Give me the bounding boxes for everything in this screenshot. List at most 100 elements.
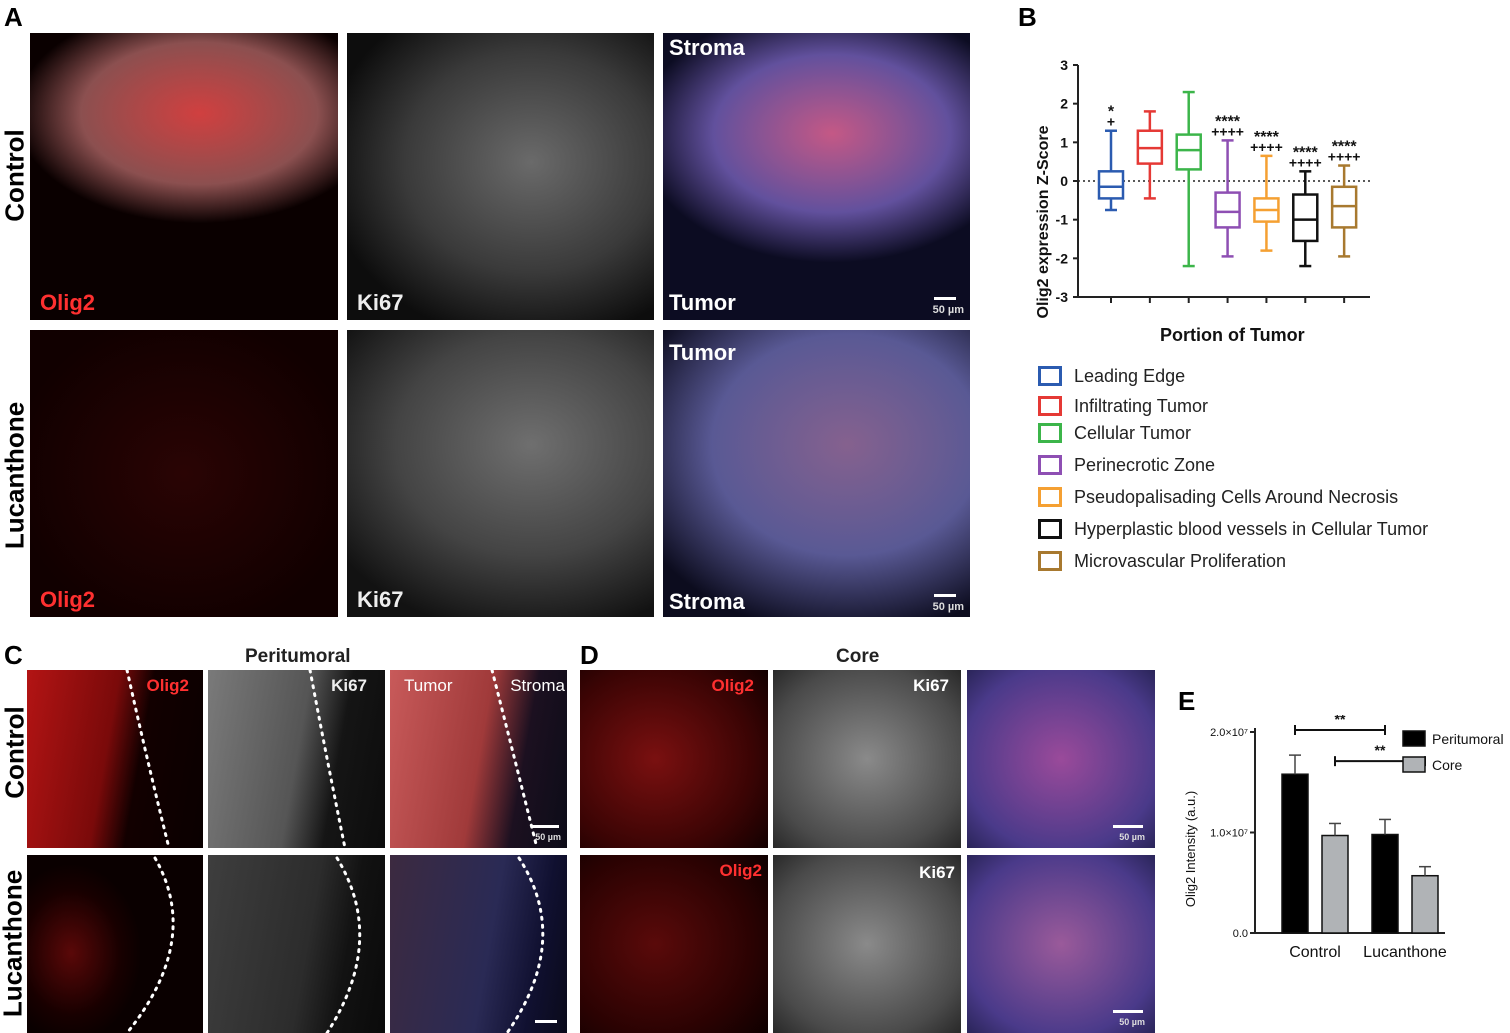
channel-label-olig2: Olig2 <box>719 861 762 880</box>
legend-swatch <box>1038 455 1062 475</box>
legend-label: Core <box>1432 757 1463 773</box>
y-tick-label: -3 <box>1056 289 1069 305</box>
channel-label-olig2: Olig2 <box>711 676 754 695</box>
boundary-lines-c <box>125 670 545 1033</box>
legend-swatch <box>1038 423 1062 443</box>
micrograph-c-lucanthone-olig2 <box>27 855 203 1033</box>
legend-label: Perinecrotic Zone <box>1074 454 1216 475</box>
region-label-tumor: Tumor <box>669 290 736 315</box>
y-tick-label: 0 <box>1060 173 1068 189</box>
panel-letter-e: E <box>1178 686 1196 716</box>
channel-label-ki67: Ki67 <box>357 290 404 315</box>
box-iqr <box>1175 133 1202 171</box>
legend-swatch <box>1038 487 1062 507</box>
scale-bar <box>1113 825 1143 828</box>
panel-letter-d: D <box>580 640 599 670</box>
bar <box>1371 833 1399 934</box>
channel-label-ki67: Ki67 <box>919 863 955 882</box>
legend-label: Pseudopalisading Cells Around Necrosis <box>1074 486 1399 507</box>
significance-label: ** <box>1375 742 1386 758</box>
row-label-lucanthone-a: Lucanthone <box>0 401 30 550</box>
channel-label-ki67: Ki67 <box>913 676 949 695</box>
legend-label: Microvascular Proliferation <box>1074 550 1287 571</box>
legend-item: Infiltrating Tumor <box>1038 395 1208 417</box>
micrograph-c-lucanthone-merge <box>390 855 567 1033</box>
scale-label: 50 µm <box>932 304 964 316</box>
x-category-label: Control <box>1289 944 1341 961</box>
region-label-stroma: Stroma <box>669 589 745 614</box>
significance-annotation: ++++ <box>1211 123 1244 139</box>
channel-label-ki67: Ki67 <box>331 676 367 695</box>
significance-annotation: ++++ <box>1250 139 1283 155</box>
y-tick-label: -2 <box>1056 250 1069 266</box>
y-tick-label: 0.0 <box>1233 928 1248 940</box>
row-label-control-a: Control <box>0 129 30 222</box>
significance-annotation: + <box>1107 114 1115 130</box>
legend-swatch <box>1038 519 1062 539</box>
region-label-tumor: Tumor <box>404 676 453 695</box>
region-label-stroma: Stroma <box>510 676 565 695</box>
section-title-core: Core <box>836 646 880 667</box>
micrograph-a-control-olig2: Olig2 <box>30 33 338 320</box>
legend-label: Cellular Tumor <box>1074 422 1192 443</box>
legend-swatch <box>1402 756 1426 773</box>
scale-bar <box>531 825 559 828</box>
bar <box>1411 874 1439 934</box>
micrograph-d-control-olig2: Olig2 <box>580 670 768 848</box>
legend-label: Infiltrating Tumor <box>1074 395 1209 416</box>
scale-label: 50 µm <box>932 601 964 613</box>
channel-label-olig2: Olig2 <box>146 676 189 695</box>
box-iqr <box>1097 170 1125 200</box>
channel-label-olig2: Olig2 <box>40 290 96 315</box>
significance-annotation: * <box>1108 104 1115 121</box>
region-label-tumor: Tumor <box>669 340 736 365</box>
row-label-lucanthone-c: Lucanthone <box>0 869 28 1018</box>
significance-annotation: ++++ <box>1328 149 1361 165</box>
micrograph-d-lucanthone-merge: 50 µm <box>967 855 1155 1033</box>
micrograph-a-lucanthone-merge: Tumor Stroma 50 µm <box>663 330 970 617</box>
y-tick-label: 2 <box>1060 96 1068 112</box>
scale-bar <box>934 594 956 597</box>
micrograph-d-control-merge: 50 µm <box>967 670 1155 848</box>
significance-annotation: **** <box>1293 144 1319 161</box>
y-tick-label: 1.0×10⁷ <box>1210 828 1248 840</box>
micrograph-a-control-merge: Stroma Tumor 50 µm <box>663 33 970 320</box>
x-category-label: Lucanthone <box>1363 944 1447 961</box>
channel-label-ki67: Ki67 <box>357 587 404 612</box>
micrograph-d-lucanthone-ki67: Ki67 <box>773 855 961 1033</box>
micrograph-a-lucanthone-olig2: Olig2 <box>30 330 338 617</box>
significance-annotation: ++++ <box>1289 154 1322 170</box>
scale-label: 50 µm <box>1119 1017 1145 1027</box>
significance-annotation: **** <box>1254 129 1280 146</box>
micrograph-d-control-ki67: Ki67 <box>773 670 961 848</box>
legend-item: Pseudopalisading Cells Around Necrosis <box>1038 486 1398 508</box>
y-axis-label: Olig2 Intensity (a.u.) <box>1183 791 1198 907</box>
box-iqr <box>1292 193 1319 243</box>
legend-item: Microvascular Proliferation <box>1038 550 1286 572</box>
micrograph-d-lucanthone-olig2: Olig2 <box>580 855 768 1033</box>
legend-label: Peritumoral <box>1432 731 1504 747</box>
bar <box>1281 773 1309 934</box>
legend-swatch <box>1402 730 1426 747</box>
legend-label: Hyperplastic blood vessels in Cellular T… <box>1074 518 1429 539</box>
micrograph-c-control-olig2: Olig2 <box>27 670 203 848</box>
region-label-stroma: Stroma <box>669 35 745 60</box>
scale-bar <box>1113 1010 1143 1013</box>
significance-label: ** <box>1335 715 1346 727</box>
scale-label: 50 µm <box>1119 832 1145 842</box>
legend-item: Cellular Tumor <box>1038 422 1191 444</box>
panel-letter-a: A <box>4 2 23 32</box>
panel-letter-b: B <box>1018 2 1037 32</box>
y-tick-label: 3 <box>1060 57 1068 73</box>
legend-item: Perinecrotic Zone <box>1038 454 1215 476</box>
micrograph-c-lucanthone-ki67 <box>208 855 385 1033</box>
legend-swatch <box>1038 551 1062 571</box>
scale-bar <box>535 1020 557 1023</box>
scale-label: 50 µm <box>535 832 561 842</box>
bar-chart: Olig2 Intensity (a.u.) 0.0 1.0×10⁷ 2.0×10⁷… <box>1183 715 1504 961</box>
y-tick-label: 2.0×10⁷ <box>1210 727 1248 739</box>
y-axis-label: Olig2 expression Z-Score <box>1035 125 1052 318</box>
micrograph-c-control-merge: Tumor Stroma 50 µm <box>390 670 567 848</box>
y-tick-label: 1 <box>1060 134 1068 150</box>
legend-label: Leading Edge <box>1074 365 1186 386</box>
